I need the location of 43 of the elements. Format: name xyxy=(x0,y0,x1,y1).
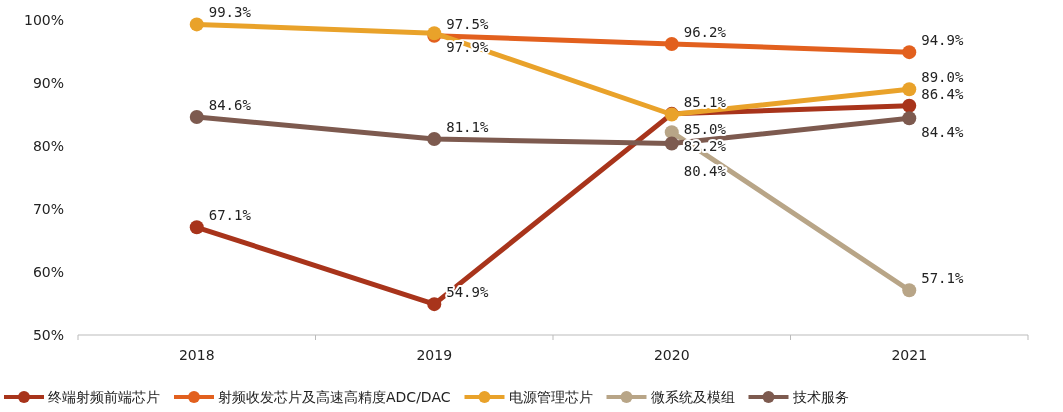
x-tick-label: 2019 xyxy=(416,347,453,363)
point xyxy=(189,17,204,32)
legend-label: 微系统及模组 xyxy=(650,389,735,405)
x-tick-label: 2018 xyxy=(178,347,215,363)
data-label: 82.2% xyxy=(683,138,727,155)
legend-label: 射频收发芯片及高速高精度ADC/DAC xyxy=(218,389,451,405)
point xyxy=(664,125,679,140)
data-label: 99.3% xyxy=(208,4,252,21)
point xyxy=(427,132,442,147)
legend-label: 终端射频前端芯片 xyxy=(48,389,160,405)
data-label: 84.4% xyxy=(921,124,964,141)
point xyxy=(902,98,917,113)
data-label: 94.9% xyxy=(921,32,964,49)
x-tick-label: 2021 xyxy=(891,347,928,363)
y-tick-label: 100% xyxy=(23,12,64,28)
data-label: 96.2% xyxy=(683,23,727,40)
data-label: 67.1% xyxy=(208,207,252,224)
data-label: 57.1% xyxy=(921,270,964,287)
data-label: 86.4% xyxy=(921,85,964,102)
legend-label: 技术服务 xyxy=(791,389,849,405)
y-tick-label: 60% xyxy=(32,264,64,280)
data-label: 84.6% xyxy=(208,97,252,114)
y-tick-label: 90% xyxy=(32,75,64,91)
data-label: 80.4% xyxy=(683,163,727,180)
y-tick-label: 50% xyxy=(32,327,64,343)
point xyxy=(902,82,917,97)
data-label: 85.1% xyxy=(683,93,727,110)
data-label: 97.5% xyxy=(446,15,489,32)
data-label: 81.1% xyxy=(446,119,489,136)
point xyxy=(664,136,679,151)
point xyxy=(427,297,442,312)
point xyxy=(902,111,917,126)
data-label: 89.0% xyxy=(921,69,964,86)
legend-label: 电源管理芯片 xyxy=(508,389,593,405)
point xyxy=(902,283,917,298)
point xyxy=(189,110,204,125)
data-label: 85.0% xyxy=(683,120,727,137)
y-tick-label: 80% xyxy=(32,138,64,154)
point xyxy=(664,36,679,51)
point xyxy=(189,220,204,235)
x-tick-label: 2020 xyxy=(653,347,690,363)
y-tick-label: 70% xyxy=(32,201,64,217)
point xyxy=(902,45,917,60)
